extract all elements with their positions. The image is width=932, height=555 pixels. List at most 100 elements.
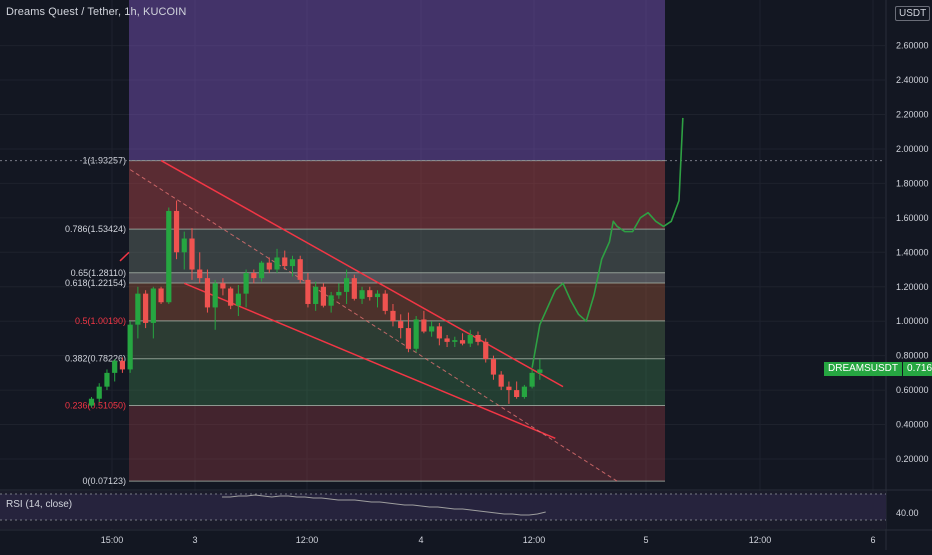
candle-body xyxy=(235,293,241,306)
candle-body xyxy=(189,238,195,270)
candlesticks xyxy=(88,200,543,408)
fib-level-label: 1(1.93257) xyxy=(82,156,126,166)
channel-midline[interactable] xyxy=(129,169,618,482)
candle-body xyxy=(204,278,211,308)
candle-body xyxy=(436,326,442,339)
candle-body xyxy=(88,398,95,406)
channel-lower-line[interactable] xyxy=(183,282,556,440)
y-axis-tick-label: 0.60000 xyxy=(896,385,929,395)
rsi-axis-value: 40.00 xyxy=(896,508,919,518)
fib-level-label: 0.786(1.53424) xyxy=(65,224,126,234)
candle-body xyxy=(506,386,512,391)
projection-line[interactable] xyxy=(531,117,684,368)
channel-stub xyxy=(119,251,130,262)
y-axis-tick-label: 2.00000 xyxy=(896,144,929,154)
candle-body xyxy=(537,369,543,373)
candle-body xyxy=(173,210,180,253)
candle-body xyxy=(398,321,404,329)
candle-body xyxy=(266,262,272,270)
y-axis-tick-label: 1.40000 xyxy=(896,247,929,257)
descending-channel[interactable] xyxy=(119,159,618,482)
price-tag-symbol: DREAMSUSDT xyxy=(824,362,903,376)
candle-body xyxy=(127,324,133,370)
candle-body xyxy=(313,286,319,304)
x-axis-tick-label: 12:00 xyxy=(296,535,319,545)
candle-body xyxy=(274,257,280,270)
fib-level-label: 0.5(1.00190) xyxy=(75,316,126,326)
candle-body xyxy=(305,279,311,304)
y-axis-tick-label: 1.20000 xyxy=(896,282,929,292)
candle-body xyxy=(336,291,342,296)
candle-body xyxy=(367,290,373,298)
rsi-band xyxy=(0,494,886,520)
x-axis-tick-label: 6 xyxy=(870,535,875,545)
rsi-label: RSI (14, close) xyxy=(6,499,73,510)
fib-band xyxy=(129,405,665,482)
candle-body xyxy=(521,386,527,397)
grid xyxy=(0,0,885,530)
rsi-background xyxy=(0,491,886,529)
candle-body xyxy=(112,360,118,373)
candle-body xyxy=(212,283,218,308)
price-tag-value: 0.71694 xyxy=(902,362,932,376)
x-axis-tick-label: 12:00 xyxy=(749,535,772,545)
candle-body xyxy=(289,259,296,267)
candle-body xyxy=(282,257,288,267)
candle-body xyxy=(119,360,126,370)
rsi-line xyxy=(222,494,546,516)
candle-body xyxy=(444,338,450,342)
candle-body xyxy=(135,293,141,325)
candle-body xyxy=(421,319,427,332)
y-axis-tick-label: 1.80000 xyxy=(896,178,929,188)
fib-band xyxy=(129,160,665,230)
channel-upper-line[interactable] xyxy=(160,159,564,388)
candle-body xyxy=(374,293,381,298)
candle-body xyxy=(467,334,473,344)
candle-body xyxy=(514,390,520,397)
fib-level-label: 0.618(1.22154) xyxy=(65,278,126,288)
y-axis-tick-label: 0.80000 xyxy=(896,351,929,361)
candle-body xyxy=(529,372,535,387)
candle-body xyxy=(104,372,110,387)
candle-body xyxy=(181,238,187,253)
candle-body xyxy=(413,319,419,349)
candle-body xyxy=(390,310,396,322)
fib-level-label: 0(0.07123) xyxy=(82,476,126,486)
y-axis-tick-label: 0.40000 xyxy=(896,420,929,430)
y-axis-tick-label: 1.00000 xyxy=(896,316,929,326)
candle-body xyxy=(483,341,489,360)
candle-body xyxy=(498,374,504,387)
x-axis-tick-label: 3 xyxy=(192,535,197,545)
candle-body xyxy=(150,288,156,323)
fib-band xyxy=(129,272,665,284)
chart-title: Dreams Quest / Tether, 1h, KUCOIN xyxy=(6,6,187,18)
candle-body xyxy=(197,269,203,279)
candle-body xyxy=(351,278,357,299)
fib-level-label: 0.382(0.78226) xyxy=(65,354,126,364)
candle-body xyxy=(166,210,172,303)
candle-body xyxy=(228,288,234,306)
candle-body xyxy=(143,293,149,323)
currency-badge[interactable]: USDT xyxy=(895,6,931,21)
rsi-pane: 40.00 xyxy=(0,491,919,529)
price-projection-path[interactable] xyxy=(531,117,684,368)
x-axis-tick-label: 5 xyxy=(643,535,648,545)
candle-body xyxy=(359,290,365,299)
y-axis-tick-label: 2.20000 xyxy=(896,110,929,120)
x-axis-tick-label: 12:00 xyxy=(523,535,546,545)
candle-body xyxy=(452,340,458,342)
fib-band-top xyxy=(129,0,665,161)
fibonacci-retracement[interactable]: 1(1.93257) 0.786(1.53424) 0.65(1.28110)0.6… xyxy=(0,0,885,486)
y-axis-tick-label: 2.40000 xyxy=(896,75,929,85)
y-axis-tick-label: 1.60000 xyxy=(896,213,929,223)
fib-level-label: 0.65(1.28110) xyxy=(71,268,126,278)
candle-body xyxy=(251,272,257,279)
last-price-tag: DREAMSUSDT 0.71694 xyxy=(824,362,932,376)
candle-body xyxy=(490,359,497,375)
candle-body xyxy=(220,283,226,289)
candle-body xyxy=(328,295,334,306)
candle-body xyxy=(243,272,249,294)
